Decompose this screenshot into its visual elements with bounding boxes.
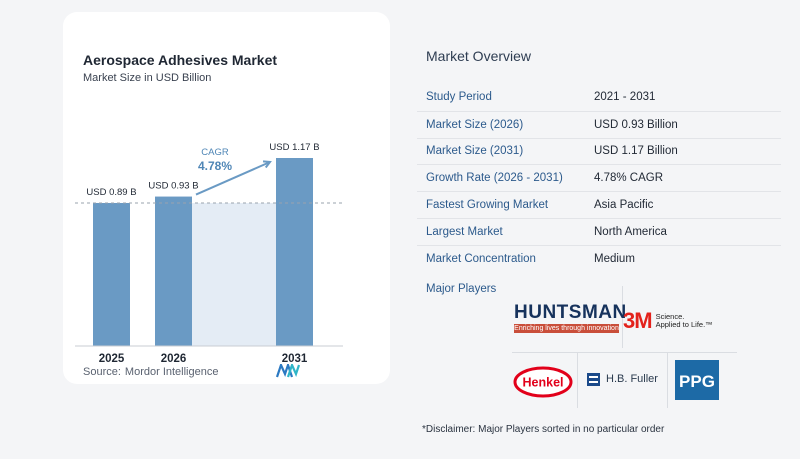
- cagr-arrow-head: [262, 160, 272, 169]
- row-value: Medium: [594, 252, 635, 265]
- ppg-wordmark: PPG: [679, 372, 715, 391]
- 3m-tagline-line1: Science.: [655, 311, 685, 321]
- table-row: Study Period 2021 - 2031: [417, 84, 781, 111]
- bar: [155, 196, 192, 346]
- row-value: USD 1.17 Billion: [594, 145, 678, 158]
- bar: [93, 202, 130, 346]
- hbfuller-mark-icon: [587, 372, 600, 386]
- market-overview-panel: Market Overview Study Period 2021 - 2031 …: [414, 0, 784, 459]
- chart-title: Aerospace Adhesives Market: [83, 52, 278, 68]
- divider: [512, 352, 737, 353]
- table-row: Fastest Growing Market Asia Pacific: [417, 191, 781, 218]
- divider: [577, 352, 578, 408]
- source-label: Source:: [83, 366, 121, 378]
- row-value: 4.78% CAGR: [594, 172, 664, 185]
- category-label: 2031: [282, 353, 308, 365]
- cagr-value: 4.78%: [198, 159, 232, 173]
- category-label: 2026: [161, 353, 187, 365]
- 3m-tagline-line2: Applied to Life.™: [655, 320, 713, 329]
- row-label: Study Period: [426, 91, 492, 104]
- value-label: USD 0.93 B: [148, 181, 198, 192]
- ppg-logo: PPG: [675, 360, 719, 400]
- chart-subtitle: Market Size in USD Billion: [83, 72, 212, 84]
- value-label: USD 1.17 B: [269, 142, 319, 153]
- row-label: Growth Rate (2026 - 2031): [426, 172, 563, 185]
- row-value: North America: [594, 225, 667, 238]
- category-label: 2025: [99, 353, 125, 365]
- 3m-wordmark: 3M: [623, 308, 653, 333]
- hbfuller-logo: H.B. Fuller: [587, 366, 665, 392]
- row-value: 2021 - 2031: [594, 91, 656, 104]
- row-label: Market Size (2031): [426, 145, 524, 158]
- mordor-logo-icon: [276, 364, 300, 378]
- market-overview-title: Market Overview: [426, 48, 532, 64]
- overview-table: Study Period 2021 - 2031 Market Size (202…: [417, 84, 781, 272]
- table-row: Market Concentration Medium: [417, 244, 781, 272]
- table-row: Growth Rate (2026 - 2031) 4.78% CAGR: [417, 164, 781, 191]
- row-label: Market Size (2026): [426, 118, 524, 131]
- value-label: USD 0.89 B: [86, 187, 136, 198]
- divider: [667, 352, 668, 408]
- source-name: Mordor Intelligence: [124, 366, 219, 378]
- row-value: USD 0.93 Billion: [594, 118, 678, 131]
- 3m-logo: 3M Science. Applied to Life.™: [623, 304, 738, 338]
- huntsman-wordmark: HUNTSMAN: [514, 302, 627, 323]
- cagr-label: CAGR: [201, 147, 229, 158]
- major-players-logos: HUNTSMAN Enriching lives through innovat…: [507, 284, 737, 410]
- table-row: Market Size (2031) USD 1.17 Billion: [417, 137, 781, 165]
- divider: [622, 286, 623, 348]
- disclaimer: *Disclaimer: Major Players sorted in no …: [422, 424, 665, 435]
- henkel-logo: Henkel: [513, 366, 573, 398]
- chart-card: Aerospace Adhesives Market Market Size i…: [63, 12, 390, 384]
- huntsman-tagline: Enriching lives through innovation: [514, 324, 619, 333]
- major-players-label: Major Players: [426, 283, 497, 295]
- row-label: Market Concentration: [426, 252, 536, 265]
- row-value: Asia Pacific: [594, 199, 654, 212]
- hbfuller-wordmark: H.B. Fuller: [606, 373, 658, 385]
- 3m-tagline: Science. Applied to Life.™: [655, 311, 713, 330]
- table-row: Market Size (2026) USD 0.93 Billion: [417, 110, 781, 138]
- henkel-wordmark: Henkel: [523, 376, 564, 390]
- source-line: Source: Mordor Intelligence: [83, 366, 218, 378]
- table-row: Largest Market North America: [417, 217, 781, 245]
- row-label: Fastest Growing Market: [426, 199, 549, 212]
- cagr-arrow: [195, 161, 271, 196]
- bar: [276, 158, 313, 346]
- row-label: Largest Market: [426, 225, 503, 238]
- bar-chart: USD 0.89 B USD 0.93 B USD 1.17 B 2025 2026 20…: [75, 142, 343, 365]
- growth-region: [192, 202, 276, 346]
- huntsman-logo: HUNTSMAN Enriching lives through innovat…: [514, 302, 627, 338]
